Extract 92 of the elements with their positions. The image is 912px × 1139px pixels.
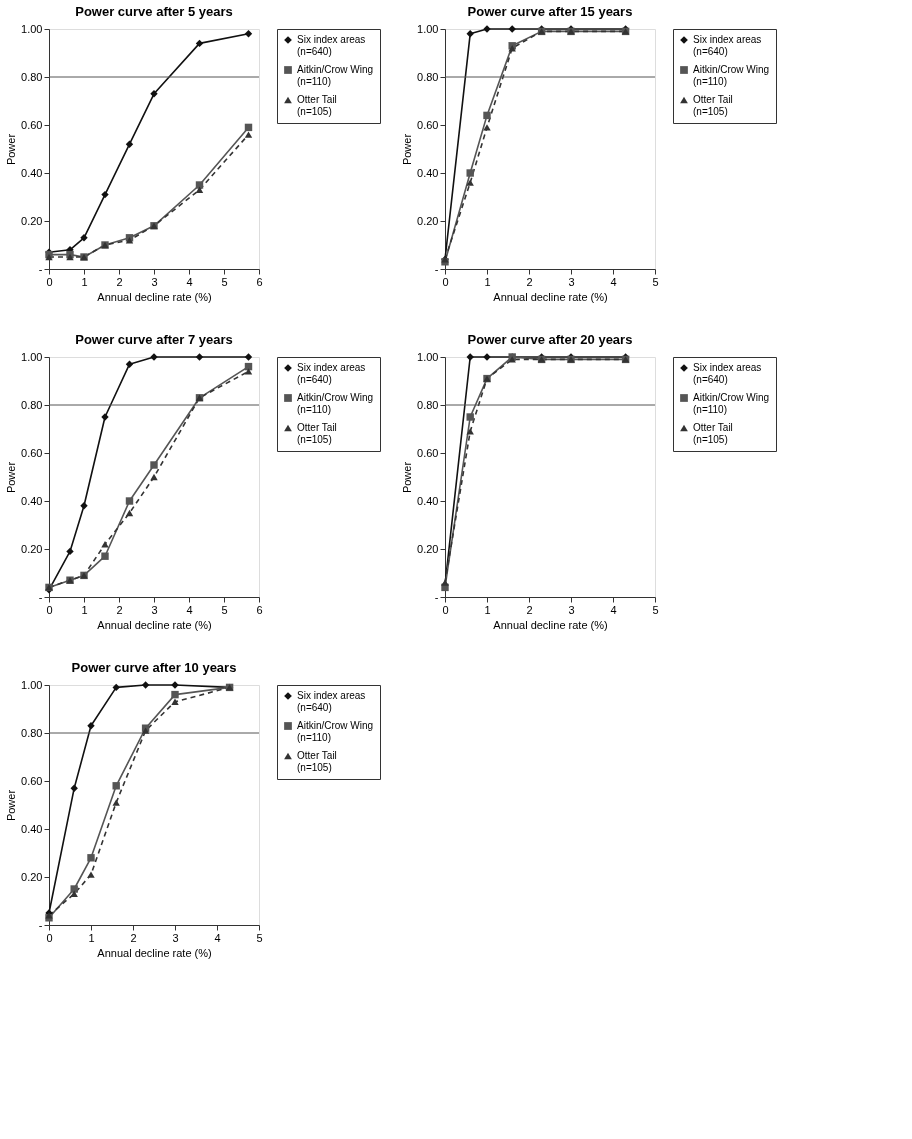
- x-tick-label: 2: [526, 603, 533, 616]
- y-tick-label: 1.00: [417, 22, 439, 35]
- legend-label: Six index areas (n=640): [297, 34, 366, 57]
- y-tick-label: 0.60: [21, 774, 43, 787]
- x-tick-label: 1: [81, 603, 88, 616]
- y-tick-label: 0.80: [417, 398, 439, 411]
- x-tick-label: 4: [214, 931, 221, 944]
- chart-title: Power curve after 5 years: [75, 4, 233, 19]
- y-tick-label: 0.40: [21, 494, 43, 507]
- x-tick-label: 0: [442, 603, 449, 616]
- legend-label: Aitkin/Crow Wing (n=110): [297, 720, 374, 743]
- legend-label: Aitkin/Crow Wing (n=110): [297, 392, 374, 415]
- chart-title: Power curve after 10 years: [71, 660, 237, 675]
- y-axis-title: Power: [401, 133, 414, 166]
- x-tick-label: 1: [81, 275, 88, 288]
- y-tick-label: -: [38, 590, 43, 603]
- y-tick-label: 0.40: [21, 822, 43, 835]
- x-tick-label: 2: [130, 931, 137, 944]
- y-tick-label: -: [38, 918, 43, 931]
- x-tick-label: 5: [221, 603, 228, 616]
- x-tick-label: 6: [256, 275, 263, 288]
- y-tick-label: 1.00: [21, 350, 43, 363]
- y-axis-title: Power: [401, 461, 414, 494]
- x-tick-label: 3: [568, 603, 575, 616]
- x-tick-label: 2: [116, 603, 123, 616]
- x-axis-title: Annual decline rate (%): [97, 946, 212, 959]
- x-tick-label: 5: [652, 275, 659, 288]
- x-tick-label: 0: [46, 603, 53, 616]
- legend-label: Six index areas (n=640): [297, 690, 366, 713]
- x-tick-label: 4: [610, 275, 617, 288]
- legend-label: Aitkin/Crow Wing (n=110): [297, 64, 374, 87]
- legend-label: Otter Tail (n=105): [693, 422, 733, 445]
- legend-label: Aitkin/Crow Wing (n=110): [693, 64, 770, 87]
- x-tick-label: 4: [186, 275, 193, 288]
- y-tick-label: 0.20: [417, 214, 439, 227]
- x-tick-label: 5: [256, 931, 263, 944]
- x-tick-label: 0: [46, 275, 53, 288]
- legend-label: Otter Tail (n=105): [693, 94, 733, 117]
- x-tick-label: 1: [484, 275, 491, 288]
- y-tick-label: 0.40: [21, 166, 43, 179]
- y-tick-label: 0.80: [21, 398, 43, 411]
- x-tick-label: 2: [526, 275, 533, 288]
- y-tick-label: 0.40: [417, 494, 439, 507]
- legend-label: Otter Tail (n=105): [297, 94, 337, 117]
- x-axis-title: Annual decline rate (%): [493, 618, 608, 631]
- y-axis-title: Power: [5, 133, 18, 166]
- y-tick-label: -: [434, 590, 439, 603]
- y-tick-label: 0.80: [417, 70, 439, 83]
- legend-label: Six index areas (n=640): [693, 362, 762, 385]
- chart-title: Power curve after 7 years: [75, 332, 233, 347]
- x-axis-title: Annual decline rate (%): [97, 290, 212, 303]
- x-tick-label: 0: [46, 931, 53, 944]
- y-tick-label: 1.00: [417, 350, 439, 363]
- x-tick-label: 3: [151, 603, 158, 616]
- y-tick-label: 0.80: [21, 726, 43, 739]
- chart-title: Power curve after 15 years: [467, 4, 633, 19]
- y-tick-label: 0.20: [21, 542, 43, 555]
- y-tick-label: -: [38, 262, 43, 275]
- x-tick-label: 1: [484, 603, 491, 616]
- y-tick-label: 0.20: [21, 870, 43, 883]
- y-tick-label: 1.00: [21, 22, 43, 35]
- y-tick-label: -: [434, 262, 439, 275]
- x-tick-label: 3: [172, 931, 179, 944]
- chart-title: Power curve after 20 years: [467, 332, 633, 347]
- y-tick-label: 1.00: [21, 678, 43, 691]
- y-tick-label: 0.20: [417, 542, 439, 555]
- y-tick-label: 0.60: [21, 118, 43, 131]
- legend-label: Six index areas (n=640): [693, 34, 762, 57]
- y-tick-label: 0.40: [417, 166, 439, 179]
- y-axis-title: Power: [5, 789, 18, 822]
- legend-label: Otter Tail (n=105): [297, 750, 337, 773]
- x-tick-label: 0: [442, 275, 449, 288]
- x-tick-label: 5: [221, 275, 228, 288]
- x-axis-title: Annual decline rate (%): [493, 290, 608, 303]
- x-tick-label: 2: [116, 275, 123, 288]
- x-tick-label: 5: [652, 603, 659, 616]
- legend-label: Six index areas (n=640): [297, 362, 366, 385]
- y-tick-label: 0.60: [21, 446, 43, 459]
- legend-label: Otter Tail (n=105): [297, 422, 337, 445]
- x-tick-label: 4: [186, 603, 193, 616]
- x-tick-label: 3: [568, 275, 575, 288]
- y-tick-label: 0.60: [417, 118, 439, 131]
- y-tick-label: 0.80: [21, 70, 43, 83]
- x-axis-title: Annual decline rate (%): [97, 618, 212, 631]
- legend-label: Aitkin/Crow Wing (n=110): [693, 392, 770, 415]
- x-tick-label: 4: [610, 603, 617, 616]
- x-tick-label: 1: [88, 931, 95, 944]
- y-axis-title: Power: [5, 461, 18, 494]
- x-tick-label: 3: [151, 275, 158, 288]
- y-tick-label: 0.60: [417, 446, 439, 459]
- x-tick-label: 6: [256, 603, 263, 616]
- y-tick-label: 0.20: [21, 214, 43, 227]
